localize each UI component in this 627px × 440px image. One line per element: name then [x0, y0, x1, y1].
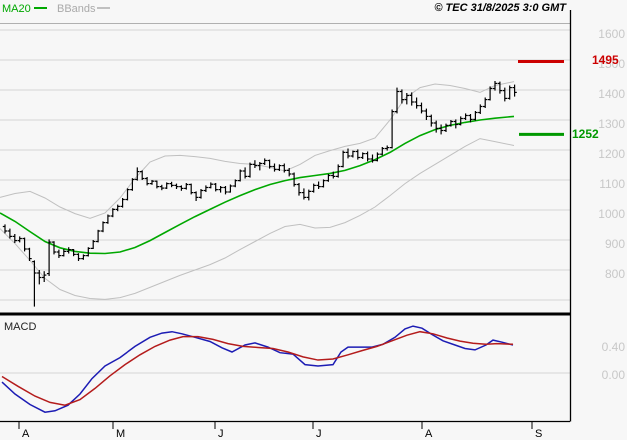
axis-labels: 1600 1500 1400 1300 1200 1100 1000 900 800 0.40 0.… — [22, 27, 625, 440]
month-label: M — [116, 428, 125, 440]
price-axis-label: 1100 — [599, 177, 625, 191]
month-label: J — [218, 428, 224, 440]
month-label: S — [535, 428, 542, 440]
macd-axis-label: 0.40 — [602, 340, 626, 354]
support-resistance-lines — [518, 60, 564, 136]
macd-axis-label: 0.00 — [602, 368, 626, 382]
price-axis-label: 1000 — [598, 207, 625, 221]
month-label: A — [425, 428, 433, 440]
macd-panel-label: MACD — [4, 321, 36, 333]
month-label: J — [316, 428, 322, 440]
macd-line — [1, 325, 514, 413]
ma20-polyline — [0, 115, 515, 255]
month-label: A — [22, 428, 30, 440]
chart-frame — [0, 10, 572, 429]
macd-lines — [1, 325, 514, 413]
price-axis-label: 1500 — [598, 57, 625, 71]
copyright-text: © TEC 31/8/2025 3:0 GMT — [434, 2, 567, 14]
support-level-label: 1252 — [572, 127, 599, 141]
price-axis-label: 1200 — [598, 147, 625, 161]
price-axis-label: 800 — [605, 267, 625, 281]
price-axis-label: 900 — [605, 237, 625, 251]
bb-lower-line — [0, 138, 515, 300]
price-axis-label: 1400 — [598, 87, 625, 101]
legend-ma20-label: MA20 — [2, 3, 31, 15]
price-ohlc-bars — [2, 81, 517, 307]
price-axis-label: 1600 — [598, 27, 625, 41]
macd-signal-line — [1, 330, 514, 406]
price-axis-label: 1300 — [598, 117, 625, 131]
ma20-line — [0, 115, 515, 255]
resistance-level-label: 1495 — [592, 53, 619, 67]
legend-bbands-label: BBands — [57, 3, 96, 15]
